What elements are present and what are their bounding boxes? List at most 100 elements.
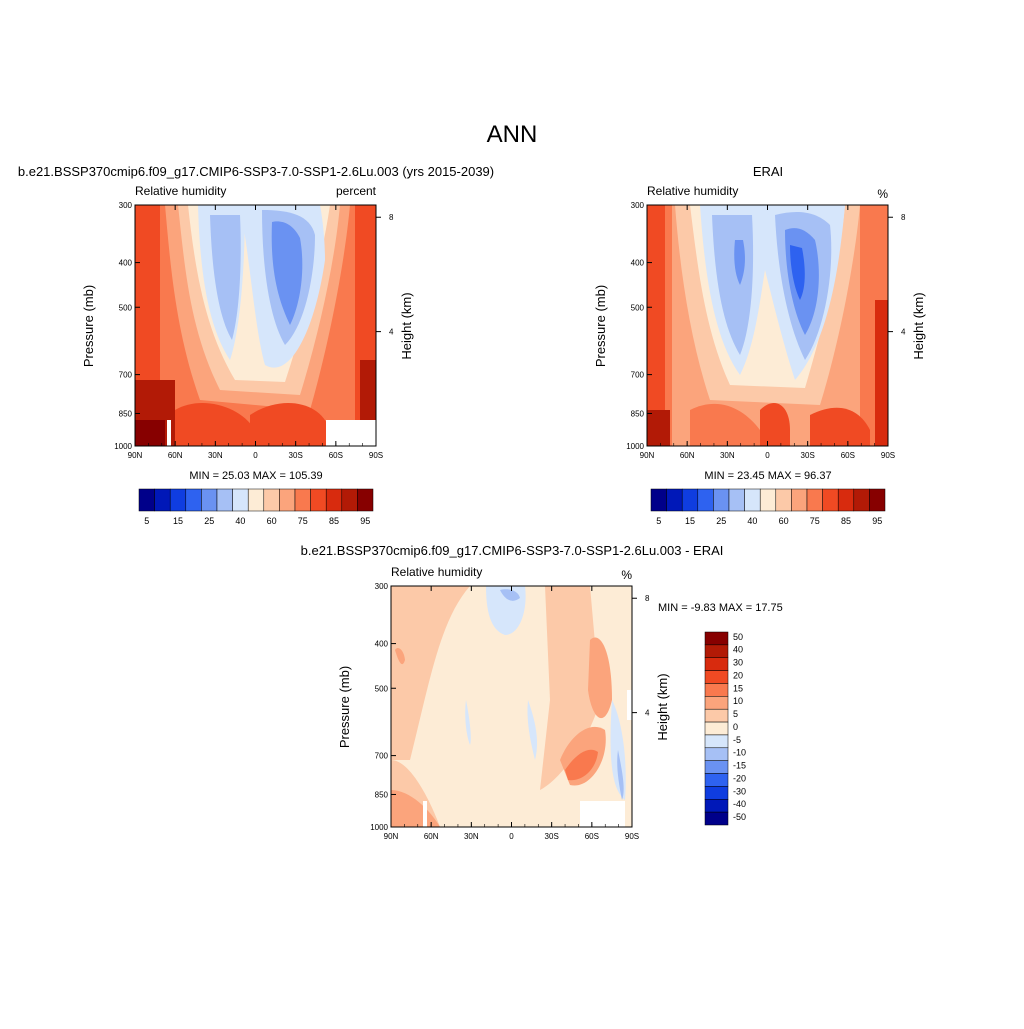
panel-model-ylabel-right: Height (km) [399,292,414,359]
x-tick-label: 90N [384,832,399,841]
colorbar-box [263,488,280,512]
colorbar-box [822,488,839,512]
x-tick-label: 30S [801,451,815,460]
colorbar-box [201,488,218,512]
panel-obs-field [647,205,888,446]
y-tick-label: 850 [375,790,389,799]
colorbar-label: 20 [733,670,743,680]
x-tick-label: 0 [253,451,258,460]
colorbar-box [279,488,296,512]
colorbar-label: 95 [360,516,370,526]
y-tick-label: 1000 [370,823,388,832]
colorbar-box [294,488,311,512]
x-tick-label: 30S [289,451,303,460]
panel-obs-colorbar: 5 15 25 40 60 75 85 95 [650,488,886,526]
panel-model: b.e21.BSSP370cmip6.f09_g17.CMIP6-SSP3-7.… [18,164,494,526]
colorbar-box [704,786,729,800]
y-tick-label: 1000 [114,442,132,451]
colorbar-box [704,708,729,723]
colorbar-label: 15 [685,516,695,526]
colorbar-box [704,631,729,646]
y-tick-label: 850 [119,409,133,418]
y-tick-label: 300 [631,201,645,210]
colorbar-box [704,811,729,826]
y-tick-label: 1000 [626,442,644,451]
panel-diff: b.e21.BSSP370cmip6.f09_g17.CMIP6-SSP3-7.… [301,543,783,841]
x-tick-label: 0 [509,832,514,841]
colorbar-box [704,657,729,671]
colorbar-label: 15 [733,683,743,693]
colorbar-box [704,721,729,736]
panel-model-field [135,205,376,446]
colorbar-label: 60 [267,516,277,526]
panel-obs-axes: 300 400 500 700 850 1000 8 4 90N 60N 30N 0 30S 60S 90S [626,201,906,460]
colorbar-box [650,488,667,512]
colorbar-box [713,488,730,512]
colorbar-box [681,488,699,512]
colorbar-box [704,760,729,774]
colorbar-box [232,488,249,512]
colorbar-label: -15 [733,761,746,771]
y-tick-label: 300 [119,201,133,210]
colorbar-label: 85 [841,516,851,526]
colorbar-box [154,488,171,512]
colorbar-label: 75 [298,516,308,526]
x-tick-label: 60S [841,451,855,460]
panel-obs-stats: MIN = 23.45 MAX = 96.37 [704,470,831,482]
panel-obs-units: % [877,187,888,201]
panel-model-units: percent [336,184,377,198]
colorbar-label: -50 [733,812,746,822]
colorbar-box [704,747,729,761]
y-tick-label: 700 [119,371,133,380]
panel-model-colorbar: 5 15 25 40 60 75 85 95 [138,488,374,526]
panel-diff-ylabel: Pressure (mb) [337,666,352,748]
colorbar-label: 85 [329,516,339,526]
colorbar-label: 40 [747,516,757,526]
colorbar-box [704,683,729,697]
x-tick-label: 60S [585,832,599,841]
colorbar-box [704,799,729,813]
panel-diff-axes: 300 400 500 700 850 1000 8 4 90N 60N 30N 0 30S 60S 90S [370,582,650,841]
colorbar-label: -10 [733,748,746,758]
y-right-tick-label: 8 [389,213,394,222]
y-right-tick-label: 4 [389,328,394,337]
colorbar-box [704,670,729,684]
panel-model-ylabel: Pressure (mb) [81,285,96,367]
panel-model-axes: 300 400 500 700 850 1000 8 4 90N 60N 30N 0 30S 60S 90S [114,201,394,460]
colorbar-label: 95 [872,516,882,526]
colorbar-box [666,488,683,512]
colorbar-box [697,488,714,512]
colorbar-box [138,488,155,512]
colorbar-label: -20 [733,773,746,783]
colorbar-label: 25 [204,516,214,526]
panel-obs-title: ERAI [753,164,783,179]
x-tick-label: 30N [464,832,479,841]
colorbar-label: 50 [733,632,743,642]
x-tick-label: 90S [625,832,639,841]
colorbar-box [704,696,729,710]
panel-obs-ylabel-right: Height (km) [911,292,926,359]
y-right-tick-label: 8 [901,213,906,222]
colorbar-label: 5 [656,516,661,526]
colorbar-box [791,488,808,512]
y-tick-label: 700 [375,752,389,761]
y-tick-label: 400 [375,640,389,649]
colorbar-box [185,488,202,512]
colorbar-label: -40 [733,799,746,809]
x-tick-label: 60N [680,451,695,460]
colorbar-box [869,488,886,512]
colorbar-box [704,644,729,658]
colorbar-box [728,488,745,512]
x-tick-label: 90N [640,451,655,460]
panel-obs: ERAI Relative humidity % 300400500700850… [593,164,926,526]
colorbar-label: 0 [733,722,738,732]
colorbar-box [744,488,761,512]
colorbar-label: 40 [235,516,245,526]
x-tick-label: 60N [168,451,183,460]
x-tick-label: 60N [424,832,439,841]
y-tick-label: 400 [631,259,645,268]
panel-diff-field [391,586,632,827]
colorbar-box [806,488,823,512]
